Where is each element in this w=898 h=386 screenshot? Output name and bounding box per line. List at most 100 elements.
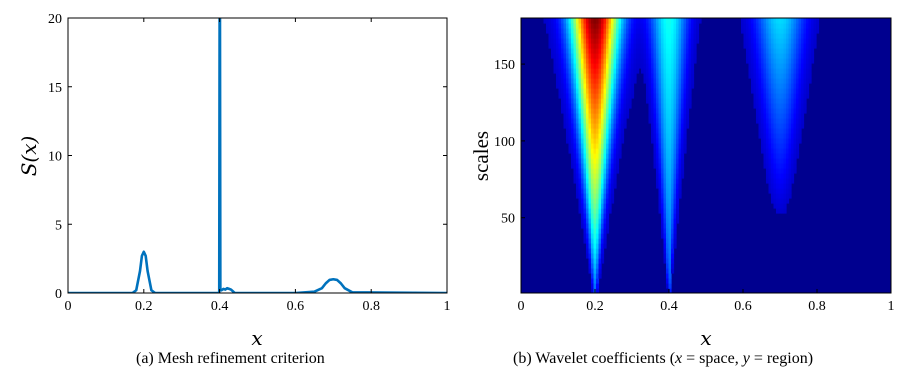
heatmap-cell (591, 133, 595, 139)
heatmap-cell (598, 188, 602, 194)
heatmap-cell (596, 258, 600, 264)
heatmap-cell (603, 188, 607, 194)
heatmap-cell (593, 213, 597, 219)
heatmap-cell (588, 188, 592, 194)
heatmap-cell (673, 183, 677, 189)
heatmap-cell (603, 163, 607, 169)
heatmap-cell (583, 233, 587, 239)
heatmap-cell (591, 18, 595, 24)
heatmap-cell (778, 193, 782, 199)
heatmap-cell (568, 53, 572, 59)
heatmap-cell (611, 108, 615, 114)
heatmap-cell (643, 73, 647, 79)
heatmap-cell (803, 68, 807, 74)
heatmap-cell (573, 93, 577, 99)
heatmap-cell (756, 53, 760, 59)
heatmap-cell (601, 233, 605, 239)
heatmap-cell (781, 133, 785, 139)
heatmap-cell (598, 268, 602, 274)
heatmap-cell (648, 93, 652, 99)
heatmap-cell (651, 103, 655, 109)
heatmap-cell (573, 108, 577, 114)
heatmap-cell (593, 208, 597, 214)
heatmap-cell (686, 63, 690, 69)
heatmap-cell (796, 23, 800, 29)
heatmap-cell (591, 38, 595, 44)
heatmap-cell (681, 78, 685, 84)
heatmap-cell (778, 178, 782, 184)
heatmap-cell (648, 68, 652, 74)
heatmap-cell (616, 28, 620, 34)
heatmap-cell (808, 78, 812, 84)
heatmap-cell (663, 213, 667, 219)
heatmap-cell (653, 53, 657, 59)
heatmap-cell (688, 43, 692, 49)
heatmap-cell (591, 168, 595, 174)
heatmap-cell (548, 43, 552, 49)
heatmap-cell (666, 78, 670, 84)
heatmap-cell (571, 23, 575, 29)
heatmap-cell (586, 43, 590, 49)
heatmap-cell (586, 28, 590, 34)
heatmap-cell (663, 153, 667, 159)
heatmap-cell (581, 208, 585, 214)
heatmap-cell (566, 123, 570, 129)
x-tick-label: 0.2 (135, 299, 153, 314)
heatmap-cell (668, 33, 672, 39)
heatmap-cell (661, 218, 665, 224)
heatmap-cell (623, 38, 627, 44)
heatmap-cell (746, 28, 750, 34)
heatmap-cell (551, 38, 555, 44)
heatmap-cell (773, 63, 777, 69)
heatmap-cell (693, 53, 697, 59)
heatmap-cell (628, 78, 632, 84)
heatmap-cell (591, 53, 595, 59)
heatmap-cell (646, 98, 650, 104)
heatmap-cell (653, 148, 657, 154)
heatmap-cell (768, 18, 772, 24)
heatmap-cell (593, 68, 597, 74)
heatmap-cell (571, 143, 575, 149)
heatmap-cell (626, 88, 630, 94)
heatmap-cell (593, 18, 597, 24)
heatmap-cell (588, 23, 592, 29)
heatmap-cell (773, 93, 777, 99)
heatmap-cell (596, 63, 600, 69)
heatmap-cell (648, 108, 652, 114)
heatmap-cell (611, 168, 615, 174)
heatmap-cell (668, 253, 672, 259)
heatmap-cell (586, 208, 590, 214)
heatmap-cell (673, 63, 677, 69)
heatmap-cell (593, 243, 597, 249)
heatmap-cell (581, 198, 585, 204)
heatmap-cell (681, 128, 685, 134)
heatmap-cell (613, 73, 617, 79)
heatmap-cell (756, 118, 760, 124)
heatmap-cell (656, 138, 660, 144)
heatmap-cell (656, 78, 660, 84)
heatmap-cell (598, 38, 602, 44)
heatmap-cell (568, 103, 572, 109)
heatmap-cell (588, 63, 592, 69)
heatmap-cell (596, 193, 600, 199)
heatmap-cell (573, 138, 577, 144)
heatmap-cell (671, 18, 675, 24)
heatmap-cell (618, 43, 622, 49)
heatmap-cell (788, 48, 792, 54)
heatmap-cell (593, 63, 597, 69)
heatmap-cell (768, 143, 772, 149)
heatmap-cell (811, 53, 815, 59)
heatmap-cell (566, 138, 570, 144)
heatmap-cell (796, 128, 800, 134)
heatmap-cell (783, 173, 787, 179)
heatmap-cell (588, 68, 592, 74)
heatmap-cell (556, 68, 560, 74)
heatmap-cell (803, 48, 807, 54)
heatmap-cell (783, 48, 787, 54)
heatmap-cell (581, 183, 585, 189)
heatmap-cell (781, 148, 785, 154)
heatmap-cell (783, 33, 787, 39)
heatmap-cell (608, 198, 612, 204)
heatmap-cell (778, 188, 782, 194)
heatmap-cell (616, 163, 620, 169)
